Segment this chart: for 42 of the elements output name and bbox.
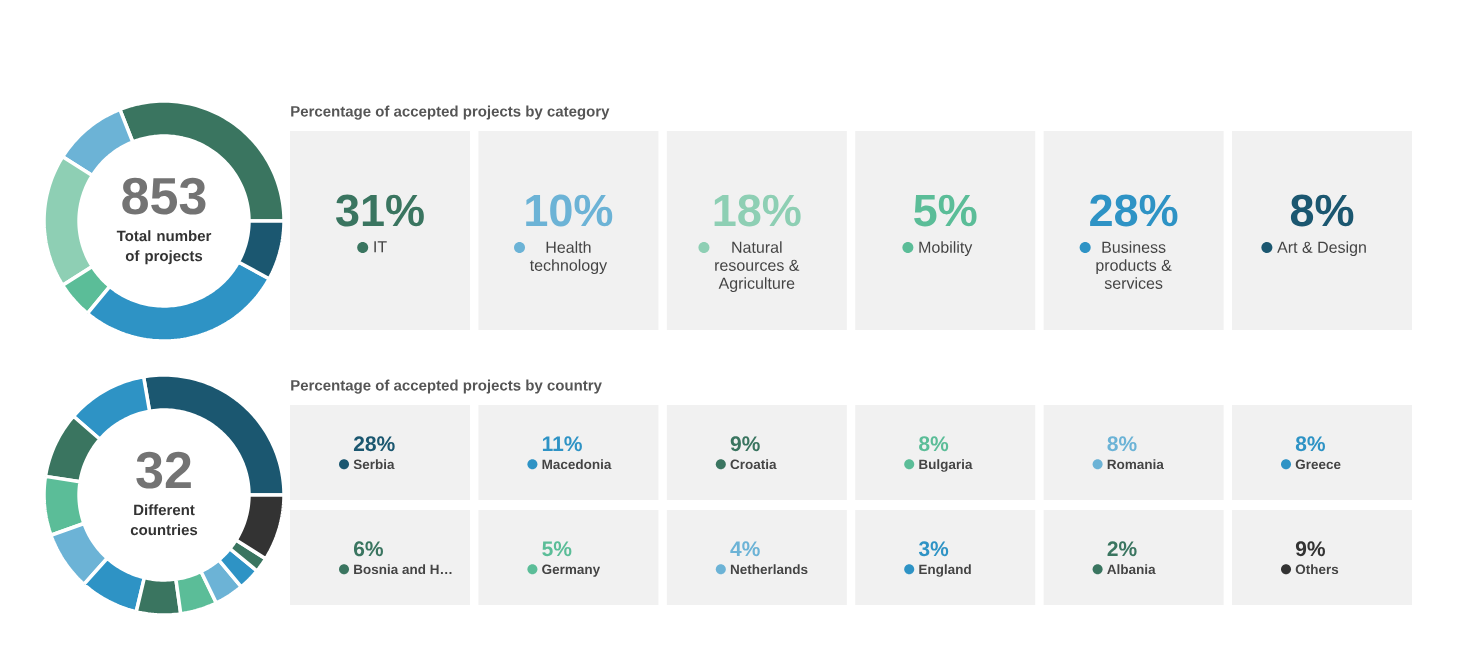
- legend-label: Bosnia and H…: [354, 564, 452, 575]
- chart-title: Percentage of accepted projects by country: [291, 379, 602, 394]
- text: Different countries: [130, 504, 198, 536]
- text: 853: [122, 177, 206, 215]
- legend-label: Macedonia: [542, 459, 612, 470]
- data-label: 31%: [336, 194, 424, 227]
- text: Total number of projects: [116, 230, 212, 265]
- legend-label: Romania: [1107, 459, 1164, 470]
- data-label: 8%: [1290, 194, 1354, 227]
- legend-label: Serbia: [353, 459, 395, 470]
- legend-label: Albania: [1107, 564, 1156, 575]
- data-label: 8%: [919, 436, 949, 452]
- data-label: 2%: [1107, 541, 1137, 557]
- data-label: 5%: [914, 194, 977, 227]
- legend-label: Art & Design: [1277, 241, 1366, 257]
- chart-title: Percentage of accepted projects by category: [291, 105, 610, 120]
- data-label: 4%: [730, 541, 760, 557]
- legend-label: England: [919, 564, 971, 577]
- data-label: 8%: [1107, 436, 1137, 452]
- data-label: 18%: [714, 194, 801, 227]
- data-label: 28%: [1090, 194, 1178, 227]
- legend-label: Mobility: [919, 241, 973, 257]
- legend-label: IT: [374, 241, 387, 253]
- legend-label: Netherlands: [730, 564, 808, 575]
- data-label: 28%: [353, 436, 395, 452]
- data-label: 11%: [542, 436, 582, 452]
- legend-label: Health technology: [529, 241, 608, 275]
- legend-label: Greece: [1295, 459, 1341, 470]
- data-label: 6%: [353, 541, 383, 557]
- data-label: 5%: [542, 541, 572, 557]
- data-label: 9%: [1295, 541, 1325, 557]
- data-label: 3%: [918, 541, 949, 557]
- legend-label: Others: [1295, 564, 1339, 575]
- data-label: 10%: [526, 194, 613, 227]
- legend-label: Business products & services: [1096, 241, 1172, 289]
- legend-label: Croatia: [730, 459, 777, 470]
- legend-label: Bulgaria: [919, 459, 973, 472]
- data-label: 8%: [1295, 436, 1325, 452]
- legend-label: Germany: [542, 564, 601, 577]
- legend-label: Natural resources & Agriculture: [715, 241, 800, 293]
- text: 32: [136, 451, 191, 489]
- data-label: 9%: [730, 436, 760, 452]
